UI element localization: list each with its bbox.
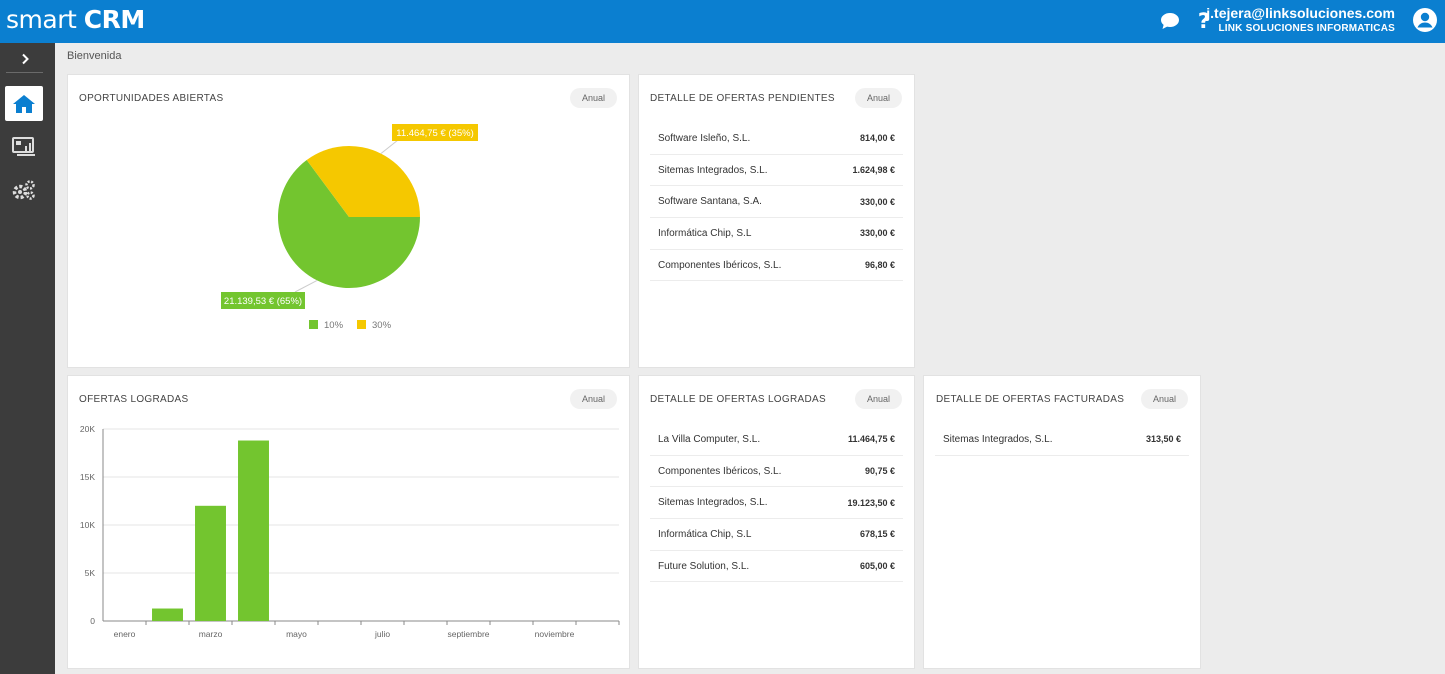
amount: 814,00 € (859, 133, 895, 144)
card-title: DETALLE DE OFERTAS FACTURADAS (936, 394, 1125, 405)
card-title: OPORTUNIDADES ABIERTAS (79, 93, 224, 104)
table-row[interactable]: Software Santana, S.A. 330,00 € (650, 186, 903, 219)
table-row[interactable]: Sitemas Integrados, S.L. 19.123,50 € (650, 487, 903, 520)
table-row[interactable]: Software Isleño, S.L. 814,00 € (650, 123, 903, 155)
table-row[interactable]: La Villa Computer, S.L. 11.464,75 € (650, 424, 903, 456)
card-oportunidades-abiertas: OPORTUNIDADES ABIERTAS Anual 21.139,53 €… (67, 74, 630, 368)
table-row[interactable]: Sitemas Integrados, S.L. 313,50 € (935, 424, 1189, 456)
card-ofertas-facturadas: DETALLE DE OFERTAS FACTURADAS Anual Site… (923, 375, 1201, 669)
sidebar-item-reports[interactable] (5, 129, 43, 164)
help-icon[interactable]: ? (1197, 9, 1211, 33)
period-button[interactable]: Anual (854, 389, 902, 409)
x-tick-label: julio (374, 629, 390, 639)
card-title: DETALLE DE OFERTAS LOGRADAS (650, 394, 826, 405)
data-label-box (392, 124, 478, 141)
bar-abril[interactable] (238, 440, 269, 621)
bar-chart: 0 5K 10K 15K 20K enero marzo mayo julio septiembr… (80, 424, 620, 639)
legend-label[interactable]: 10% (324, 320, 344, 331)
bar-marzo[interactable] (195, 505, 226, 621)
amount: 330,00 € (859, 228, 895, 239)
user-avatar-icon[interactable] (1411, 6, 1439, 34)
company-name: La Villa Computer, S.L. (658, 433, 761, 445)
card-ofertas-logradas: DETALLE DE OFERTAS LOGRADAS Anual La Vil… (638, 375, 915, 669)
top-bar: smart CRM ? j.tejera@linksoluciones.com … (0, 0, 1445, 43)
company-name: Sitemas Integrados, S.L. (943, 433, 1053, 445)
company-name: Informática Chip, S.L (658, 528, 752, 540)
chat-icon[interactable] (1158, 9, 1182, 33)
period-button[interactable]: Anual (854, 88, 902, 108)
legend-swatch (309, 320, 318, 329)
amount: 90,75 € (864, 466, 895, 477)
company-name: Sitemas Integrados, S.L. (658, 164, 768, 176)
amount: 678,15 € (859, 529, 895, 540)
breadcrumb[interactable]: Bienvenida (67, 50, 122, 62)
y-tick-label: 20K (80, 424, 95, 434)
period-button[interactable]: Anual (569, 88, 617, 108)
x-tick-label: mayo (286, 629, 307, 639)
company-name: Sitemas Integrados, S.L. (658, 497, 768, 509)
bar-febrero[interactable] (152, 608, 183, 621)
reports-icon (12, 136, 35, 156)
sidebar-item-home[interactable] (5, 86, 43, 121)
period-button[interactable]: Anual (1140, 389, 1188, 409)
y-tick-label: 10K (80, 520, 95, 530)
table-row[interactable]: Componentes Ibéricos, S.L. 96,80 € (650, 250, 903, 282)
pie-slice-30pct[interactable] (306, 146, 420, 217)
legend-swatch (357, 320, 366, 329)
amount: 1.624,98 € (852, 165, 895, 176)
data-label: 21.139,53 € (65%) (224, 296, 302, 307)
y-tick-label: 15K (80, 472, 95, 482)
amount: 330,00 € (859, 196, 895, 207)
company-name: Software Santana, S.A. (658, 196, 762, 208)
data-label-box (221, 292, 305, 309)
company-name: Future Solution, S.L. (658, 560, 750, 572)
gears-icon (12, 179, 35, 200)
amount: 313,50 € (1145, 434, 1181, 445)
sidebar (0, 43, 55, 674)
company-name: Componentes Ibéricos, S.L. (658, 259, 782, 271)
amount: 11.464,75 € (847, 434, 895, 445)
table-row[interactable]: Informática Chip, S.L 678,15 € (650, 519, 903, 551)
x-tick-label: noviembre (535, 629, 575, 639)
amount: 19.123,50 € (847, 497, 895, 508)
table-row[interactable]: Informática Chip, S.L 330,00 € (650, 218, 903, 250)
detail-list: Software Isleño, S.L. 814,00 € Sitemas Int… (650, 123, 903, 282)
label-leader-line (294, 279, 318, 293)
app-logo[interactable]: smart CRM (6, 5, 145, 34)
company-name: Software Isleño, S.L. (658, 132, 751, 144)
home-icon (13, 94, 35, 113)
company-name: Informática Chip, S.L (658, 227, 752, 239)
detail-list: La Villa Computer, S.L. 11.464,75 € Compon… (650, 424, 903, 583)
label-leader-line (380, 139, 399, 154)
period-button[interactable]: Anual (569, 389, 617, 409)
pie-slice-10pct[interactable] (278, 159, 420, 288)
table-row[interactable]: Future Solution, S.L. 605,00 € (650, 551, 903, 583)
detail-list: Sitemas Integrados, S.L. 313,50 € (935, 424, 1189, 456)
pie-chart: 21.139,53 € (65%) 11.464,75 € (35%) 10% 30% (221, 124, 478, 331)
x-tick-label: enero (114, 629, 136, 639)
amount: 605,00 € (859, 561, 895, 572)
card-title: OFERTAS LOGRADAS (79, 394, 189, 405)
card-title: DETALLE DE OFERTAS PENDIENTES (650, 93, 835, 104)
sidebar-item-settings[interactable] (5, 172, 43, 207)
x-tick-label: septiembre (447, 629, 489, 639)
card-ofertas-pendientes: DETALLE DE OFERTAS PENDIENTES Anual Soft… (638, 74, 915, 368)
company-name: Componentes Ibéricos, S.L. (658, 465, 782, 477)
y-tick-label: 0 (90, 616, 95, 626)
chevron-right-icon (21, 53, 29, 65)
user-company: LINK SOLUCIONES INFORMATICAS (1218, 23, 1395, 34)
data-label: 11.464,75 € (35%) (396, 128, 473, 139)
sidebar-toggle-button[interactable] (6, 46, 43, 73)
y-tick-label: 5K (85, 568, 96, 578)
x-tick-label: marzo (199, 629, 223, 639)
legend-label[interactable]: 30% (372, 320, 392, 331)
table-row[interactable]: Sitemas Integrados, S.L. 1.624,98 € (650, 155, 903, 187)
table-row[interactable]: Componentes Ibéricos, S.L. 90,75 € (650, 456, 903, 488)
card-ofertas-logradas-chart: OFERTAS LOGRADAS Anual 0 5K 10K 15K 20K enero… (67, 375, 630, 669)
user-email[interactable]: j.tejera@linksoluciones.com (1206, 5, 1395, 21)
amount: 96,80 € (864, 260, 895, 271)
